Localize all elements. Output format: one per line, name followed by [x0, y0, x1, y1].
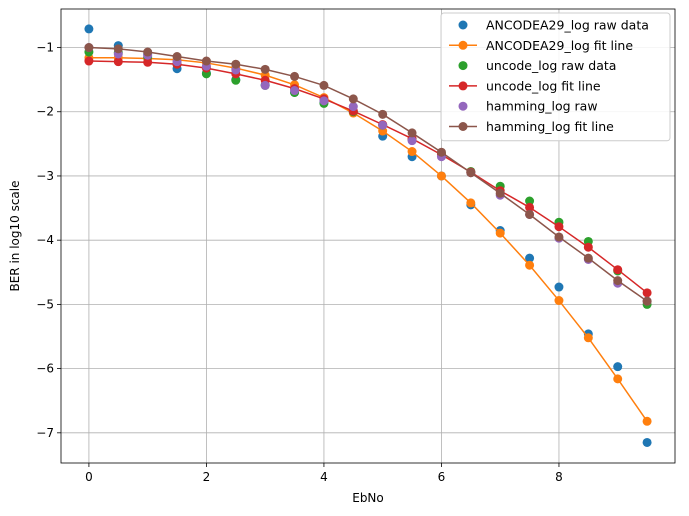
data-point: [613, 362, 623, 372]
data-point: [554, 232, 564, 242]
data-point: [407, 147, 417, 157]
data-point: [231, 75, 241, 85]
data-point: [378, 109, 388, 119]
legend-marker: [458, 20, 468, 30]
data-point: [525, 202, 535, 212]
y-ticks: −7 −6 −5 −4 −3 −2 −1: [36, 41, 61, 440]
y-tick-label: −2: [36, 105, 54, 119]
data-point: [172, 52, 182, 62]
legend: ANCODEA29_log raw data ANCODEA29_log fit …: [440, 12, 671, 142]
data-point: [613, 374, 623, 384]
data-point: [466, 168, 476, 178]
data-point: [290, 86, 300, 96]
legend-label: uncode_log fit line: [486, 78, 601, 93]
data-point: [613, 276, 623, 286]
legend-label: ANCODEA29_log raw data: [486, 18, 649, 33]
data-point: [290, 71, 300, 81]
data-point: [113, 57, 123, 67]
data-point: [525, 260, 535, 270]
data-point: [466, 198, 476, 208]
legend-marker: [458, 81, 468, 91]
series-5: [84, 43, 652, 306]
data-point: [143, 47, 153, 57]
data-point: [525, 253, 535, 263]
series-line: [88, 57, 648, 422]
data-point: [319, 96, 329, 106]
y-tick-label: −3: [36, 169, 54, 183]
x-tick-label: 8: [555, 470, 563, 484]
data-point: [436, 171, 446, 181]
data-point: [495, 228, 505, 238]
legend-marker: [458, 122, 468, 131]
data-point: [113, 44, 123, 54]
data-point: [583, 253, 593, 263]
data-point: [348, 102, 358, 112]
x-tick-label: 0: [85, 470, 93, 484]
data-point: [495, 188, 505, 198]
plot-frame: [60, 8, 676, 464]
y-tick-label: −1: [36, 41, 54, 55]
data-point: [260, 64, 270, 74]
y-tick-label: −7: [36, 426, 54, 440]
data-point: [613, 265, 623, 275]
data-point: [642, 437, 652, 447]
data-point: [554, 296, 564, 306]
legend-item: ANCODEA29_log raw data: [458, 18, 649, 33]
data-point: [143, 57, 153, 67]
legend-label: hamming_log raw: [486, 99, 598, 114]
data-point: [407, 128, 417, 138]
data-point: [554, 222, 564, 232]
x-tick-label: 6: [438, 470, 446, 484]
legend-marker: [458, 101, 468, 111]
data-point: [525, 196, 535, 206]
y-tick-label: −5: [36, 297, 54, 311]
legend-item: uncode_log fit line: [449, 78, 601, 93]
data-point: [583, 242, 593, 252]
legend-item: ANCODEA29_log fit line: [449, 38, 633, 53]
y-tick-label: −4: [36, 233, 54, 247]
legend-marker: [458, 61, 468, 71]
x-ticks: 0 2 4 6 8: [85, 463, 563, 484]
legend-marker: [458, 40, 468, 50]
legend-label: hamming_log fit line: [486, 119, 614, 134]
data-point: [84, 24, 94, 34]
legend-item: hamming_log raw: [458, 99, 598, 114]
y-tick-label: −6: [36, 362, 54, 376]
legend-label: uncode_log raw data: [486, 58, 616, 73]
x-tick-label: 2: [203, 470, 211, 484]
x-tick-label: 4: [320, 470, 328, 484]
data-point: [348, 94, 358, 104]
data-point: [260, 80, 270, 90]
data-point: [642, 416, 652, 426]
legend-label: ANCODEA29_log fit line: [486, 38, 633, 53]
y-axis-label: BER in log10 scale: [8, 180, 22, 291]
legend-item: uncode_log raw data: [458, 58, 616, 73]
series-line: [88, 60, 648, 294]
data-point: [319, 80, 329, 90]
data-point: [201, 56, 211, 66]
data-point: [642, 288, 652, 298]
x-axis-label: EbNo: [352, 491, 384, 505]
legend-box: [440, 12, 671, 142]
series-layer: [84, 24, 652, 447]
data-point: [378, 120, 388, 130]
data-point: [84, 43, 94, 53]
data-point: [642, 296, 652, 306]
series-line: [88, 46, 648, 302]
data-point: [84, 56, 94, 66]
data-point: [554, 282, 564, 292]
data-point: [436, 147, 446, 157]
data-point: [407, 136, 417, 146]
data-point: [525, 209, 535, 219]
data-point: [231, 59, 241, 69]
data-point: [583, 333, 593, 343]
legend-item: hamming_log fit line: [449, 119, 614, 134]
